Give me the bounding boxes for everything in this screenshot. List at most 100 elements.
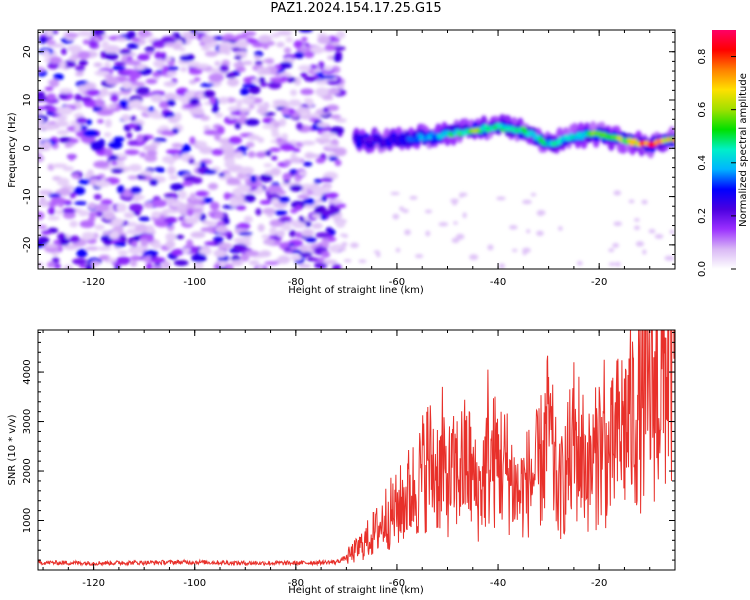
heatmap-cell (191, 253, 207, 263)
heatmap-cell (79, 220, 95, 228)
heatmap-cell (170, 183, 184, 191)
heatmap-cell (664, 255, 675, 261)
heatmap-cell (304, 197, 316, 206)
heatmap-cell (213, 132, 221, 141)
heatmap-cell (239, 112, 247, 118)
spectrogram-x-tick-label: -80 (288, 277, 304, 288)
heatmap-cell (256, 103, 270, 108)
heatmap-cell (277, 217, 291, 222)
heatmap-cell (116, 256, 131, 266)
heatmap-cell (98, 254, 110, 261)
heatmap-cell (143, 144, 158, 152)
heatmap-cell (55, 209, 64, 215)
heatmap-cell (198, 247, 212, 256)
heatmap-cell (229, 198, 238, 208)
heatmap-cell (126, 30, 136, 39)
snr-y-tick-label: 1000 (22, 508, 33, 533)
heatmap-cell (78, 178, 93, 185)
heatmap-cell (339, 233, 347, 237)
heatmap-cell (424, 209, 433, 214)
heatmap-cell (129, 255, 142, 261)
heatmap-cell (42, 50, 51, 58)
heatmap-cell (334, 159, 342, 167)
heatmap-cell (335, 118, 347, 123)
spectrogram-x-tick-label: -40 (490, 277, 506, 288)
heatmap-cell (166, 148, 182, 155)
heatmap-cell (77, 85, 86, 93)
heatmap-cell (143, 249, 159, 256)
heatmap-cell (218, 172, 226, 177)
heatmap-cell (279, 61, 293, 69)
heatmap-cell (135, 88, 148, 94)
heatmap-cell (271, 198, 280, 205)
spectrogram-y-tick-label: -10 (22, 188, 33, 204)
heatmap-cell (116, 185, 125, 194)
heatmap-cell (536, 230, 544, 236)
heatmap-cell (336, 84, 345, 89)
heatmap-cell (453, 221, 458, 225)
heatmap-cell (283, 221, 291, 230)
heatmap-cell (102, 211, 116, 220)
heatmap-cell (110, 93, 119, 103)
heatmap-cell (613, 221, 622, 227)
heatmap-cell (230, 255, 241, 262)
heatmap-cell (128, 246, 144, 255)
heatmap-cell (215, 112, 224, 118)
colorbar-tick-label: 0.0 (697, 261, 708, 277)
heatmap-cell (195, 30, 212, 33)
heatmap-cell (271, 155, 278, 161)
heatmap-cell (39, 196, 46, 203)
heatmap-cell (255, 151, 266, 158)
heatmap-cell (316, 122, 330, 128)
heatmap-cell (258, 76, 266, 84)
heatmap-cell (150, 94, 164, 103)
heatmap-cell (69, 192, 77, 199)
heatmap-cell (192, 111, 205, 116)
heatmap-cell (90, 260, 101, 267)
heatmap-cell (93, 62, 103, 68)
heatmap-cell (239, 87, 250, 96)
heatmap-cell (511, 248, 518, 252)
heatmap-cell (297, 194, 309, 199)
heatmap-cell (266, 185, 283, 194)
colorbar: 0.0 0.2 0.4 0.6 0.8 Normalized spectral ampl… (697, 30, 749, 277)
heatmap-cell (223, 217, 230, 225)
heatmap-cell (217, 125, 225, 135)
heatmap-cell (301, 36, 308, 42)
heatmap-cell (669, 229, 675, 234)
heatmap-cell (85, 262, 93, 269)
heatmap-cell (263, 163, 273, 168)
heatmap-cell (185, 217, 199, 225)
heatmap-cell (112, 136, 125, 143)
heatmap-cell (104, 118, 112, 128)
heatmap-cell (218, 44, 230, 54)
heatmap-cell (262, 43, 269, 50)
heatmap-cell (262, 207, 276, 215)
heatmap-cell (612, 242, 620, 248)
heatmap-cell (56, 177, 70, 187)
heatmap-cell (235, 205, 247, 211)
heatmap-cell (243, 194, 256, 203)
heatmap-cell (89, 140, 105, 149)
heatmap-cell (228, 136, 243, 145)
heatmap-cell (259, 173, 273, 183)
heatmap-cell (160, 129, 173, 136)
heatmap-cell (129, 115, 137, 122)
snr-y-tick-label: 4000 (22, 359, 33, 384)
heatmap-cell (323, 185, 331, 193)
heatmap-cell (304, 76, 318, 82)
heatmap-cell (522, 247, 531, 253)
heatmap-cell (189, 97, 200, 106)
heatmap-cell (235, 200, 244, 206)
heatmap-cell (265, 58, 275, 65)
spectrogram-y-ticks: -20 -10 0 10 20 (22, 31, 675, 265)
heatmap-cell (263, 238, 276, 246)
heatmap-cell (257, 223, 265, 232)
heatmap-cell (47, 106, 57, 112)
heatmap-cell (78, 59, 88, 66)
heatmap-cell (179, 54, 193, 62)
heatmap-cell (127, 123, 139, 129)
heatmap-cell (145, 225, 155, 234)
heatmap-cell (326, 80, 341, 86)
heatmap-cell (289, 229, 297, 238)
